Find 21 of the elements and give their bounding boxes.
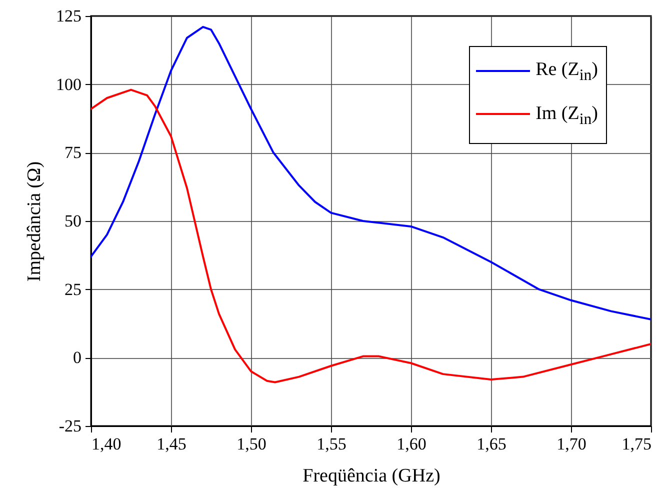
line-series	[91, 26, 651, 320]
x-tick-label: 1,45	[156, 434, 186, 454]
x-tick-label: 1,60	[396, 434, 426, 454]
legend-label: Im (Z$_{in}$)	[536, 102, 598, 128]
line-series	[91, 88, 651, 384]
y-axis-title: Impedância (Ω)	[24, 161, 45, 282]
x-tick-label: 1,55	[316, 434, 346, 454]
y-tick-label: 75	[64, 143, 82, 162]
y-tick-label: 50	[64, 212, 82, 230]
x-tick-label: 1,50	[236, 434, 266, 454]
y-tick-label: 100	[56, 74, 82, 94]
x-tick-label: 1,70	[556, 434, 586, 454]
x-tick-label: 1,75	[622, 434, 652, 454]
y-tick-label: 0	[73, 348, 82, 368]
y-tick-label: 25	[64, 280, 82, 299]
x-tick-label: 1,65	[476, 434, 506, 454]
legend-label: Re (Z$_{in}$)	[536, 59, 598, 84]
x-tick-label: 1,40	[92, 434, 122, 454]
x-axis-title: Freqüência (GHz)	[302, 466, 440, 486]
y-tick-label: 125	[56, 6, 82, 26]
y-tick-label: -25	[58, 416, 82, 436]
